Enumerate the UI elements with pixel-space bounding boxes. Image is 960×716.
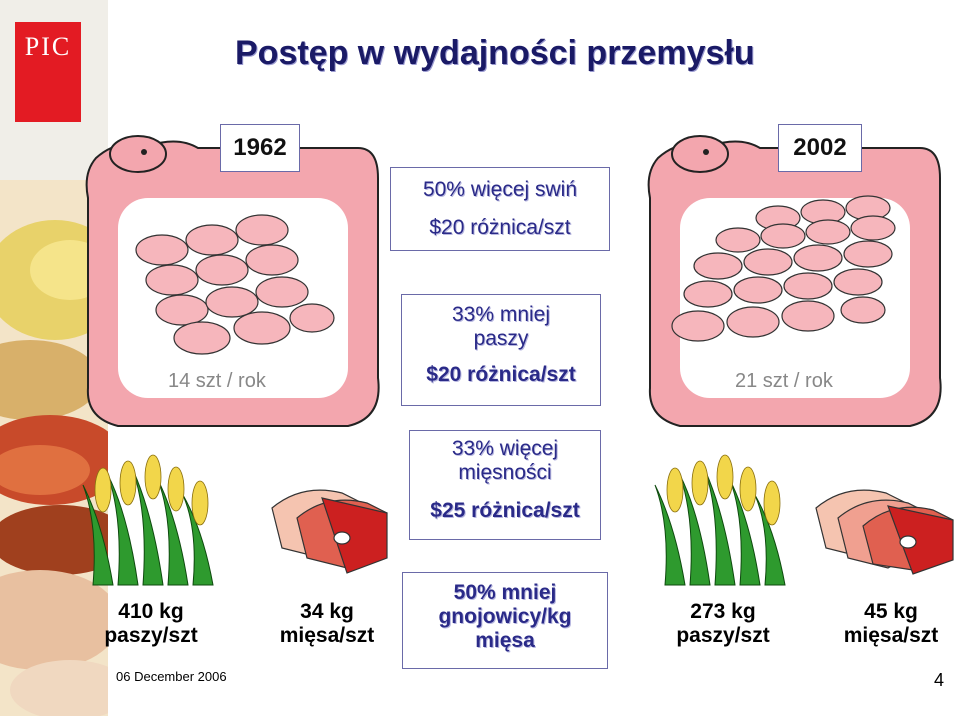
meat-difference-text: $25 różnica/szt <box>430 499 580 522</box>
meat-icon-1962 <box>271 489 388 574</box>
pig-herd-1962 <box>135 214 335 355</box>
feed-amount-2002: 273 kg <box>690 600 756 623</box>
pic-logo: PIC <box>15 22 81 122</box>
meat-amount-2002: 45 kg <box>864 600 918 623</box>
year-label-2002: 2002 <box>778 124 862 172</box>
pig-count-2002: 21 szt / rok <box>735 370 833 392</box>
pigs-difference-text: $20 różnica/szt <box>429 216 571 239</box>
meat-difference-box: 33% więcej mięsności $25 różnica/szt <box>409 430 601 540</box>
feed-unit-1962: paszy/szt <box>104 624 198 647</box>
meat-more-text: 33% więcej <box>451 437 559 460</box>
feed-less-text: 33% mniej <box>451 303 551 326</box>
pig-count-1962: 14 szt / rok <box>168 370 266 392</box>
page-number: 4 <box>934 670 945 690</box>
feed-difference-text: $20 różnica/szt <box>426 363 576 386</box>
year-label-1962: 1962 <box>220 124 300 172</box>
feed-label-2002: 273 kg paszy/szt <box>658 600 788 648</box>
feed-unit-2002: paszy/szt <box>676 624 770 647</box>
meat-amount-1962: 34 kg <box>300 600 354 623</box>
manure-unit-text: gnojowicy/kg <box>438 605 572 628</box>
meat-unit-1962: mięsa/szt <box>279 624 375 647</box>
manure-difference-box: 50% mniej gnojowicy/kg mięsa <box>402 572 608 669</box>
meat-label-2002: 45 kg mięsa/szt <box>826 600 956 648</box>
pigs-more-text: 50% więcej swiń <box>422 178 578 201</box>
meat-label-1962: 34 kg mięsa/szt <box>262 600 392 648</box>
pigs-difference-box: 50% więcej swiń $20 różnica/szt <box>390 167 610 251</box>
pig-herd-2002 <box>671 195 896 342</box>
meat-icon-2002 <box>815 489 954 575</box>
meat-word-text: mięsności <box>458 461 552 484</box>
manure-less-text: 50% mniej <box>453 581 557 604</box>
feed-difference-box: 33% mniej paszy $20 różnica/szt <box>401 294 601 406</box>
feed-label-1962: 410 kg paszy/szt <box>86 600 216 648</box>
corn-icon-2002 <box>654 454 786 586</box>
meat-unit-2002: mięsa/szt <box>843 624 939 647</box>
corn-icon-1962 <box>82 454 214 586</box>
manure-meat-text: mięsa <box>475 629 535 652</box>
feed-amount-1962: 410 kg <box>118 600 184 623</box>
feed-word-text: paszy <box>473 327 529 350</box>
page-title: Postęp w wydajności przemysłu <box>235 34 755 72</box>
footer-date: 06 December 2006 <box>116 669 227 684</box>
